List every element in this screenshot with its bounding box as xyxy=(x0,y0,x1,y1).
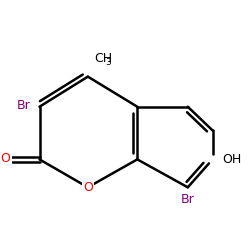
Text: 3: 3 xyxy=(106,58,111,67)
Text: Br: Br xyxy=(181,194,195,206)
Text: O: O xyxy=(0,152,10,165)
Text: Br: Br xyxy=(17,100,30,112)
Text: O: O xyxy=(83,181,93,194)
Text: CH: CH xyxy=(94,52,112,65)
Text: OH: OH xyxy=(223,153,242,166)
